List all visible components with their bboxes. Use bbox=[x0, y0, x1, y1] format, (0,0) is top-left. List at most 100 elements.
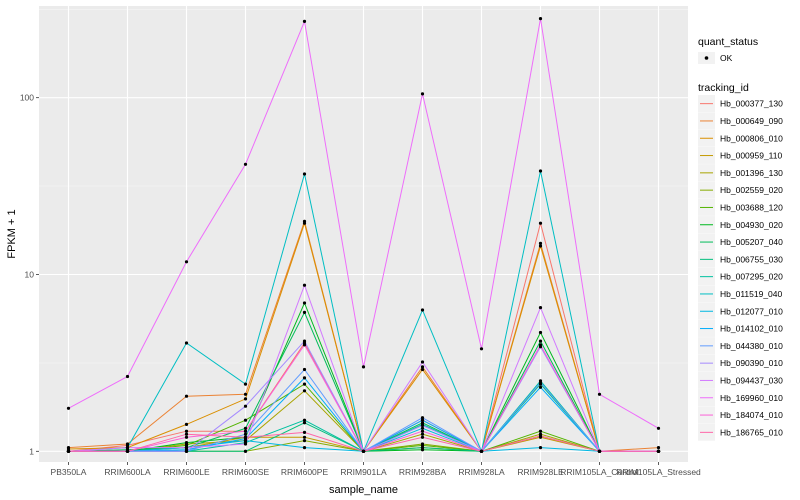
x-tick-label: RRIM600LA bbox=[104, 467, 151, 477]
legend-label-tracking-id: Hb_007295_020 bbox=[720, 272, 783, 282]
data-point bbox=[538, 385, 543, 389]
x-tick-label: RRIM600SE bbox=[222, 467, 270, 477]
data-point bbox=[243, 449, 248, 453]
legend-label-tracking-id: Hb_004930_020 bbox=[720, 220, 783, 230]
data-point bbox=[125, 442, 130, 446]
legend-label-tracking-id: Hb_002559_020 bbox=[720, 185, 783, 195]
data-point bbox=[302, 382, 307, 386]
y-tick-label: 1 bbox=[29, 446, 34, 456]
data-point bbox=[302, 221, 307, 225]
y-tick-label: 10 bbox=[25, 269, 35, 279]
data-point bbox=[243, 442, 248, 446]
legend-label-tracking-id: Hb_000806_010 bbox=[720, 133, 783, 143]
data-point bbox=[302, 19, 307, 23]
data-point bbox=[538, 241, 543, 245]
data-point bbox=[656, 426, 661, 430]
data-point bbox=[420, 429, 425, 433]
data-point bbox=[656, 449, 661, 453]
x-tick-label: RRIM105LA_Stressed bbox=[616, 467, 701, 477]
x-tick-label: RRIM928LE bbox=[517, 467, 564, 477]
legend-label-tracking-id: Hb_169960_010 bbox=[720, 393, 783, 403]
data-point bbox=[125, 449, 130, 453]
data-point bbox=[302, 439, 307, 443]
data-point bbox=[184, 394, 189, 398]
data-point bbox=[302, 435, 307, 439]
data-point bbox=[538, 221, 543, 225]
data-point bbox=[302, 339, 307, 343]
data-point bbox=[302, 367, 307, 372]
data-point bbox=[361, 449, 366, 453]
x-axis-title: sample_name bbox=[329, 484, 398, 496]
data-point bbox=[243, 429, 248, 433]
legend-label-tracking-id: Hb_090390_010 bbox=[720, 358, 783, 368]
x-tick-label: RRIM928LA bbox=[458, 467, 505, 477]
legend-label-tracking-id: Hb_003688_120 bbox=[720, 202, 783, 212]
legend-label-tracking-id: Hb_011519_040 bbox=[720, 289, 783, 299]
x-tick-label: RRIM600LE bbox=[163, 467, 210, 477]
data-point bbox=[243, 397, 248, 401]
x-tick-label: RRIM901LA bbox=[340, 467, 387, 477]
data-point bbox=[361, 365, 366, 369]
data-point bbox=[125, 374, 130, 379]
legend-title-quant-status: quant_status bbox=[698, 36, 758, 48]
data-point bbox=[302, 446, 307, 450]
data-point bbox=[302, 376, 307, 380]
legend-label-tracking-id: Hb_012077_010 bbox=[720, 306, 783, 316]
data-point bbox=[302, 430, 307, 434]
data-point bbox=[66, 447, 71, 451]
data-point bbox=[420, 367, 425, 372]
data-point bbox=[243, 435, 248, 439]
data-point bbox=[479, 449, 484, 453]
legend-label-tracking-id: Hb_000959_110 bbox=[720, 151, 783, 161]
data-point bbox=[302, 310, 307, 314]
data-point bbox=[538, 446, 543, 450]
data-point bbox=[243, 382, 248, 386]
x-tick-label: RRIM105LA_Control bbox=[560, 467, 639, 477]
legend-label-tracking-id: Hb_001396_130 bbox=[720, 168, 783, 178]
data-point bbox=[597, 392, 602, 396]
data-point bbox=[302, 283, 307, 287]
data-point bbox=[538, 343, 543, 347]
data-point bbox=[420, 443, 425, 447]
data-point bbox=[420, 418, 425, 422]
data-point bbox=[302, 421, 307, 425]
legend-point-key bbox=[704, 56, 709, 60]
data-points bbox=[66, 17, 661, 453]
legend-label-tracking-id: Hb_014102_010 bbox=[720, 324, 783, 334]
y-axis-title: FPKM + 1 bbox=[6, 209, 18, 258]
legend: quant_status OK tracking_id Hb_000377_130 Hb… bbox=[698, 36, 783, 441]
data-point bbox=[420, 308, 425, 312]
data-point bbox=[656, 446, 661, 450]
data-point bbox=[479, 347, 484, 351]
data-point bbox=[184, 449, 189, 453]
data-point bbox=[184, 441, 189, 445]
data-point bbox=[538, 330, 543, 335]
legend-label-tracking-id: Hb_184074_010 bbox=[720, 410, 783, 420]
data-point bbox=[420, 446, 425, 450]
data-point bbox=[420, 432, 425, 436]
x-tick-label: RRIM928BA bbox=[399, 467, 447, 477]
data-point bbox=[420, 426, 425, 430]
data-point bbox=[420, 435, 425, 439]
data-point bbox=[302, 301, 307, 305]
legend-label-tracking-id: Hb_094437_030 bbox=[720, 375, 783, 385]
data-point bbox=[302, 389, 307, 393]
y-tick-label: 100 bbox=[20, 93, 34, 103]
data-point bbox=[302, 172, 307, 176]
data-point bbox=[184, 446, 189, 450]
grid-lines bbox=[39, 6, 688, 462]
axes: 1 10 100 PB350LA RRIM600LA RRIM600LE RRIM600SE… bbox=[20, 93, 701, 477]
data-point bbox=[66, 449, 71, 453]
data-point bbox=[243, 418, 248, 422]
data-point bbox=[243, 162, 248, 166]
data-point bbox=[302, 418, 307, 422]
data-point bbox=[420, 448, 425, 452]
data-point bbox=[243, 404, 248, 408]
data-point bbox=[66, 406, 71, 410]
legend-label-tracking-id: Hb_044380_010 bbox=[720, 341, 783, 351]
x-tick-label: PB350LA bbox=[51, 467, 87, 477]
data-point bbox=[184, 435, 189, 439]
data-point bbox=[538, 306, 543, 310]
data-point bbox=[184, 341, 189, 345]
data-point bbox=[243, 392, 248, 396]
